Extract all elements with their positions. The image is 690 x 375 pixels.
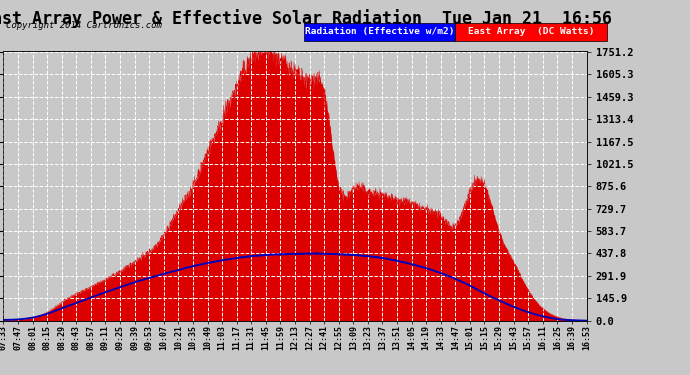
Text: East Array Power & Effective Solar Radiation  Tue Jan 21  16:56: East Array Power & Effective Solar Radia… bbox=[0, 9, 612, 28]
Text: Radiation (Effective w/m2): Radiation (Effective w/m2) bbox=[305, 27, 454, 36]
Text: Copyright 2014 Cartronics.com: Copyright 2014 Cartronics.com bbox=[6, 21, 161, 30]
Text: East Array  (DC Watts): East Array (DC Watts) bbox=[468, 27, 595, 36]
